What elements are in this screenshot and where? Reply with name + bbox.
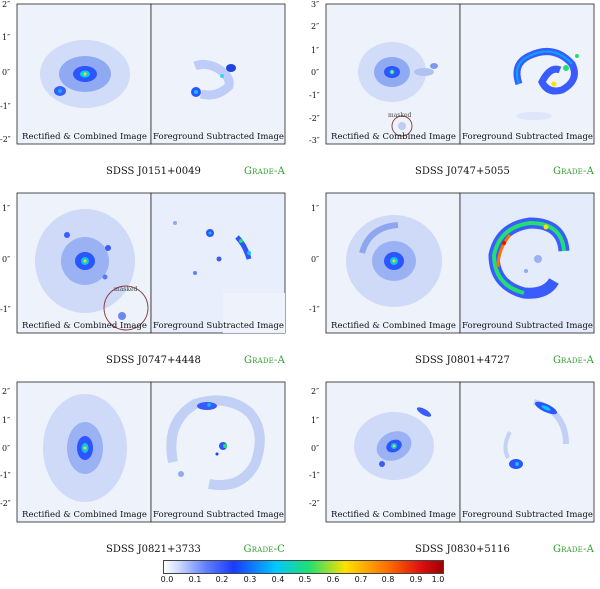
ytick: -2″ xyxy=(0,135,11,144)
left-panel-label: Rectified & Combined Image xyxy=(22,132,147,142)
left-panel-label: Rectified & Combined Image xyxy=(331,321,456,331)
right-panel-label: Foreground Subtracted Image xyxy=(153,510,284,520)
grade-badge: Grade-A xyxy=(243,355,285,366)
ytick: 0″ xyxy=(311,68,320,77)
panel-graphic xyxy=(16,381,286,523)
masked-label: masked xyxy=(114,286,138,293)
ytick: 1″ xyxy=(2,204,11,213)
ytick: -2″ xyxy=(309,114,320,123)
colorbar-tick: 0.3 xyxy=(243,575,257,584)
panel-graphic xyxy=(16,192,286,334)
panel-graphic xyxy=(325,3,595,145)
object-name: SDSS J0801+4727 xyxy=(415,355,510,366)
colorbar-ticks: 0.0 0.1 0.2 0.3 0.4 0.5 0.6 0.7 0.8 0.9 … xyxy=(160,575,445,587)
ytick: 1″ xyxy=(2,33,11,42)
ytick: -3″ xyxy=(309,136,320,145)
grade-badge: Grade-A xyxy=(243,166,285,177)
right-panel-label: Foreground Subtracted Image xyxy=(462,132,593,142)
ytick: 0″ xyxy=(2,255,11,264)
grade-badge: Grade-A xyxy=(552,544,594,555)
right-panel-label: Foreground Subtracted Image xyxy=(462,510,593,520)
colorbar-tick: 0.2 xyxy=(215,575,229,584)
ytick: 2″ xyxy=(311,387,320,396)
left-panel-label: Rectified & Combined Image xyxy=(331,132,456,142)
ytick: 1″ xyxy=(2,416,11,425)
panel-j0821: Rectified & Combined Image Foreground Su… xyxy=(0,381,286,564)
object-name: SDSS J0747+4448 xyxy=(106,355,201,366)
masked-label: masked xyxy=(388,112,412,119)
galaxy-blob xyxy=(40,40,130,108)
ytick: -1″ xyxy=(0,102,11,111)
panel-j0801: Rectified & Combined Image Foreground Su… xyxy=(309,192,595,375)
ytick: 2″ xyxy=(2,387,11,396)
colorbar-tick: 0.9 xyxy=(409,575,423,584)
colorbar-tick: 0.5 xyxy=(298,575,312,584)
ytick: 0″ xyxy=(2,444,11,453)
ytick: -1″ xyxy=(309,305,320,314)
ytick: 2″ xyxy=(2,0,11,9)
colorbar-tick: 0.1 xyxy=(188,575,202,584)
ytick: 2″ xyxy=(311,22,320,31)
panel-graphic xyxy=(325,192,595,334)
ytick: 0″ xyxy=(311,444,320,453)
ytick: 0″ xyxy=(2,68,11,77)
colorbar-tick: 0.7 xyxy=(354,575,368,584)
ytick: -1″ xyxy=(0,305,11,314)
panel-j0747-4448: masked Rectified & Combined Image Foregr… xyxy=(0,192,286,375)
ytick: 0″ xyxy=(311,255,320,264)
ytick: 1″ xyxy=(311,204,320,213)
right-panel-label: Foreground Subtracted Image xyxy=(153,132,284,142)
grade-badge: Grade-A xyxy=(552,166,594,177)
colorbar xyxy=(163,560,444,574)
colorbar-tick: 0.6 xyxy=(326,575,340,584)
right-panel-label: Foreground Subtracted Image xyxy=(462,321,593,331)
residual-features xyxy=(191,59,236,100)
object-name: SDSS J0151+0049 xyxy=(106,166,201,177)
right-panel-label: Foreground Subtracted Image xyxy=(153,321,284,331)
ytick: 1″ xyxy=(311,46,320,55)
left-panel-label: Rectified & Combined Image xyxy=(331,510,456,520)
ytick: -2″ xyxy=(0,499,11,508)
panel-graphic xyxy=(325,381,595,523)
panel-j0830: Rectified & Combined Image Foreground Su… xyxy=(309,381,595,564)
panel-j0747-5055: masked Rectified & Combined Image Foregr… xyxy=(309,0,595,186)
colorbar-tick: 0.0 xyxy=(160,575,174,584)
ytick: 1″ xyxy=(311,416,320,425)
ytick: 3″ xyxy=(311,0,320,9)
object-name: SDSS J0747+5055 xyxy=(415,166,510,177)
colorbar-tick: 0.4 xyxy=(271,575,285,584)
colorbar-tick: 1.0 xyxy=(431,575,445,584)
ytick: -2″ xyxy=(309,499,320,508)
panel-graphic xyxy=(16,3,286,145)
panel-j0151: Rectified & Combined Image Foreground Su… xyxy=(0,0,286,186)
grade-badge: Grade-A xyxy=(552,355,594,366)
object-name: SDSS J0830+5116 xyxy=(415,544,510,555)
left-panel-label: Rectified & Combined Image xyxy=(22,321,147,331)
ytick: -1″ xyxy=(309,91,320,100)
object-name: SDSS J0821+3733 xyxy=(106,544,201,555)
grade-badge: Grade-C xyxy=(243,544,285,555)
ytick: -1″ xyxy=(309,471,320,480)
colorbar-tick: 0.8 xyxy=(381,575,395,584)
ytick: -1″ xyxy=(0,471,11,480)
left-panel-label: Rectified & Combined Image xyxy=(22,510,147,520)
